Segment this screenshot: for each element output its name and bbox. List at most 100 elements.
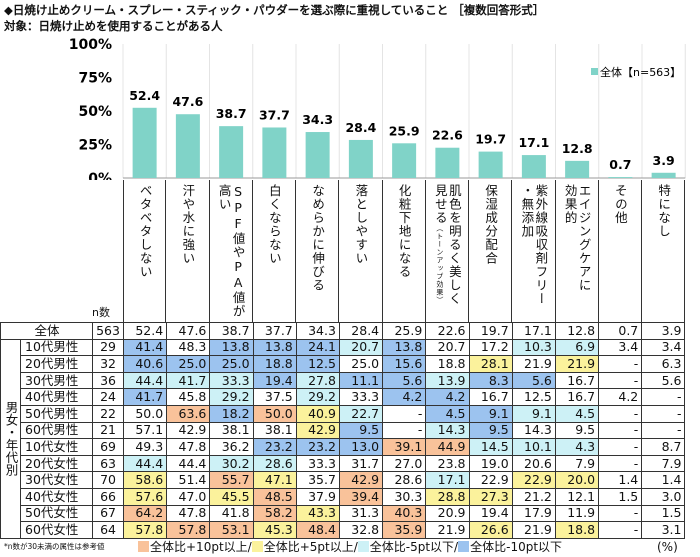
table-row: 30代女性 70 58.6 51.4 55.7 47.1 35.7 42.9 28.6 17.1 2… — [1, 471, 686, 489]
legend-swatch — [591, 68, 598, 75]
unit-label: (%) — [657, 540, 678, 554]
swatch-plus10 — [138, 541, 149, 552]
table-row: 40代女性 66 57.6 47.0 45.5 48.5 37.9 39.4 30.3 28.8 2… — [1, 487, 686, 506]
category-text: 白くならない — [266, 184, 282, 265]
n-cell: 67 — [92, 504, 125, 523]
category-label: 汗や水に強い — [180, 180, 195, 322]
value-cell: 14.3 — [511, 421, 556, 440]
category-label: 紫外線吸収剤フリー ・無添加 — [519, 180, 549, 322]
table-row: 30代男性 36 44.4 41.7 33.3 19.4 27.8 11.1 5.6 13.9 8.… — [1, 371, 686, 390]
legend-minus5: 全体比-5pt以下/ — [369, 540, 459, 554]
value-cell: 19.4 — [252, 371, 297, 390]
n-cell: 24 — [92, 388, 125, 406]
value-cell: 45.3 — [252, 521, 297, 539]
value-cell: 49.3 — [123, 438, 168, 456]
category-note: （トーンアップ効果） — [435, 224, 444, 305]
row-label: 10代女性 — [19, 438, 94, 456]
row-label: 30代女性 — [19, 471, 94, 489]
value-cell: - — [382, 421, 427, 440]
value-cell: 28.1 — [468, 355, 513, 373]
value-cell: 47.8 — [166, 438, 211, 456]
value-cell: 48.4 — [295, 521, 340, 539]
row-label: 20代女性 — [19, 454, 94, 473]
value-cell: 14.3 — [425, 421, 470, 440]
value-cell: 57.8 — [166, 521, 211, 539]
value-cell: 1.5 — [598, 487, 643, 506]
value-cell: 10.3 — [511, 338, 556, 357]
value-cell: 39.4 — [338, 487, 384, 506]
category-label: 特になし — [656, 180, 671, 322]
category-text: エイジングケアに 効果的 — [562, 184, 592, 292]
value-cell: 34.3 — [295, 322, 340, 340]
y-tick-label: 75% — [78, 71, 112, 87]
category-text: 肌色を明るく美しく 見せる — [432, 184, 462, 306]
value-cell: 57.8 — [123, 521, 168, 539]
category-header: 落としやすい — [339, 180, 383, 322]
category-header: SPF値やPA値が 高い — [210, 180, 253, 322]
value-cell: 29.2 — [295, 388, 340, 406]
row-label: 40代男性 — [19, 388, 94, 406]
value-cell: 63.6 — [166, 404, 211, 423]
bar — [608, 177, 633, 178]
n-cell: 22 — [92, 404, 125, 423]
value-cell: 13.9 — [425, 371, 470, 390]
n-cell: 29 — [92, 338, 125, 357]
value-cell: 29.2 — [209, 388, 254, 406]
value-cell: 35.9 — [382, 521, 427, 539]
value-cell: 41.7 — [166, 371, 211, 390]
value-cell: 14.5 — [468, 438, 513, 456]
value-cell: 42.9 — [166, 421, 211, 440]
bar — [348, 139, 373, 178]
bar — [435, 147, 460, 178]
bar — [565, 160, 590, 178]
category-label: なめらかに伸びる — [310, 180, 325, 322]
value-cell: - — [598, 421, 643, 440]
category-header: ベタベタしない — [123, 180, 167, 322]
bar — [305, 132, 330, 178]
value-cell: 23.2 — [252, 438, 297, 456]
value-cell: 38.1 — [209, 421, 254, 440]
value-cell: - — [641, 421, 686, 440]
value-cell: - — [641, 388, 686, 406]
row-label: 60代男性 — [19, 421, 94, 440]
value-cell: 12.5 — [295, 355, 340, 373]
value-cell: 4.5 — [554, 404, 600, 423]
table-row: 60代男性 21 57.1 42.9 38.1 38.1 42.9 9.5-14.3 9.5 14… — [1, 421, 686, 440]
value-cell: 44.9 — [425, 438, 470, 456]
n-cell: 64 — [92, 521, 125, 539]
value-cell: 27.8 — [295, 371, 340, 390]
value-cell: 19.7 — [468, 322, 513, 340]
value-cell: 35.7 — [295, 471, 340, 489]
n-cell: 69 — [92, 438, 125, 456]
value-cell: 7.9 — [554, 454, 600, 473]
value-cell: 13.0 — [338, 438, 384, 456]
row-label: 50代男性 — [19, 404, 94, 423]
n-cell: 563 — [92, 322, 125, 340]
value-cell: 47.8 — [166, 504, 211, 523]
value-cell: 33.3 — [209, 371, 254, 390]
value-cell: 11.1 — [338, 371, 384, 390]
row-label: 50代女性 — [19, 504, 94, 523]
value-cell: 37.9 — [295, 487, 340, 506]
value-cell: 50.0 — [252, 404, 297, 423]
chart-subtitle: 対象：日焼け止めを使用することがある人 — [4, 19, 223, 33]
y-tick-label: 0% — [88, 171, 112, 180]
bar — [219, 126, 244, 178]
value-cell: 19.0 — [468, 454, 513, 473]
category-label: エイジングケアに 効果的 — [562, 180, 592, 322]
value-cell: 30.3 — [382, 487, 427, 506]
value-cell: 19.4 — [468, 504, 513, 523]
value-cell: 4.2 — [425, 388, 470, 406]
value-cell: 17.1 — [511, 322, 556, 340]
value-cell: 47.1 — [252, 471, 297, 489]
value-cell: 40.9 — [295, 404, 340, 423]
category-text: 紫外線吸収剤フリー ・無添加 — [519, 184, 549, 306]
value-cell: 5.6 — [641, 371, 686, 390]
value-cell: - — [598, 454, 643, 473]
value-cell: 31.7 — [338, 454, 384, 473]
category-header: 保湿成分配合 — [469, 180, 513, 322]
legend-label: 全体【n=563】 — [600, 65, 681, 79]
value-cell: 8.3 — [468, 371, 513, 390]
value-cell: 47.0 — [166, 487, 211, 506]
